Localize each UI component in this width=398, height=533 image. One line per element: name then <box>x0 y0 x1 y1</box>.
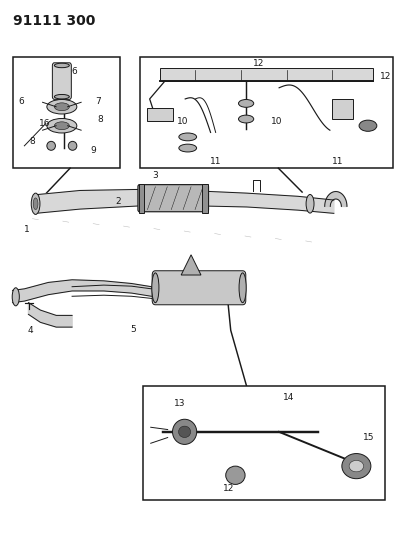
FancyBboxPatch shape <box>152 271 246 305</box>
Text: 15: 15 <box>363 433 374 442</box>
Ellipse shape <box>342 454 371 479</box>
FancyBboxPatch shape <box>53 63 71 99</box>
Text: 10: 10 <box>177 117 188 126</box>
Ellipse shape <box>349 461 364 472</box>
Text: 8: 8 <box>29 137 35 146</box>
Bar <box>13 56 120 168</box>
Text: 7: 7 <box>96 96 101 106</box>
Text: 10: 10 <box>271 117 282 126</box>
Text: 11: 11 <box>210 157 221 166</box>
Ellipse shape <box>55 122 69 130</box>
Bar <box>143 386 385 500</box>
Polygon shape <box>181 255 201 275</box>
Text: 6: 6 <box>18 96 24 106</box>
Bar <box>139 183 144 213</box>
Polygon shape <box>13 280 151 303</box>
Ellipse shape <box>226 466 245 484</box>
FancyBboxPatch shape <box>138 184 209 212</box>
Text: 14: 14 <box>283 393 295 402</box>
Text: 12: 12 <box>253 59 265 68</box>
Ellipse shape <box>55 94 69 99</box>
Bar <box>147 108 172 122</box>
Text: 12: 12 <box>222 484 234 494</box>
Ellipse shape <box>55 103 69 111</box>
Text: 3: 3 <box>152 171 158 180</box>
Text: 11: 11 <box>332 157 343 166</box>
Text: 1: 1 <box>23 225 29 234</box>
Text: 12: 12 <box>380 72 391 81</box>
Text: 8: 8 <box>98 115 103 124</box>
Bar <box>332 99 353 119</box>
Ellipse shape <box>33 198 38 209</box>
Ellipse shape <box>12 288 20 306</box>
Ellipse shape <box>238 115 254 123</box>
Ellipse shape <box>179 133 197 141</box>
Text: 5: 5 <box>131 325 137 334</box>
Ellipse shape <box>238 100 254 107</box>
Polygon shape <box>325 191 347 206</box>
Text: 13: 13 <box>174 399 185 408</box>
Ellipse shape <box>239 273 246 303</box>
Ellipse shape <box>179 144 197 152</box>
Ellipse shape <box>179 426 191 438</box>
Ellipse shape <box>47 141 55 150</box>
Ellipse shape <box>172 419 197 445</box>
Text: 9: 9 <box>90 146 96 155</box>
Text: 91111 300: 91111 300 <box>13 14 95 28</box>
Text: 6: 6 <box>72 67 78 76</box>
Ellipse shape <box>55 63 69 68</box>
Ellipse shape <box>68 141 77 150</box>
Ellipse shape <box>47 100 77 114</box>
Polygon shape <box>35 189 334 213</box>
Bar <box>140 56 393 168</box>
Text: 4: 4 <box>27 326 33 335</box>
Ellipse shape <box>31 193 40 214</box>
Text: 2: 2 <box>115 197 121 206</box>
Bar <box>160 68 373 81</box>
Ellipse shape <box>47 118 77 133</box>
Ellipse shape <box>152 273 159 303</box>
Bar <box>202 183 208 213</box>
Ellipse shape <box>359 120 377 131</box>
Ellipse shape <box>306 195 314 213</box>
Polygon shape <box>29 303 72 327</box>
Text: 16: 16 <box>39 119 51 128</box>
